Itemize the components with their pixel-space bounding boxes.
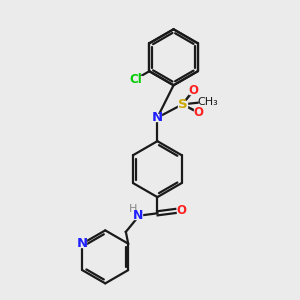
Text: O: O bbox=[189, 84, 199, 97]
Text: N: N bbox=[133, 209, 143, 222]
Text: CH₃: CH₃ bbox=[198, 97, 218, 107]
Bar bbox=[134, 212, 142, 220]
Bar bbox=[177, 207, 185, 215]
Bar bbox=[194, 109, 203, 116]
Bar bbox=[178, 100, 187, 108]
Bar bbox=[128, 206, 137, 213]
Text: H: H bbox=[128, 204, 137, 214]
Text: O: O bbox=[194, 106, 204, 119]
Bar bbox=[153, 114, 161, 122]
Bar bbox=[78, 240, 86, 248]
Bar bbox=[199, 98, 217, 106]
Text: N: N bbox=[77, 237, 88, 250]
Text: O: O bbox=[176, 205, 186, 218]
Bar bbox=[129, 76, 142, 83]
Text: S: S bbox=[178, 98, 187, 111]
Text: N: N bbox=[152, 111, 163, 124]
Text: Cl: Cl bbox=[129, 73, 142, 86]
Bar bbox=[190, 86, 198, 94]
